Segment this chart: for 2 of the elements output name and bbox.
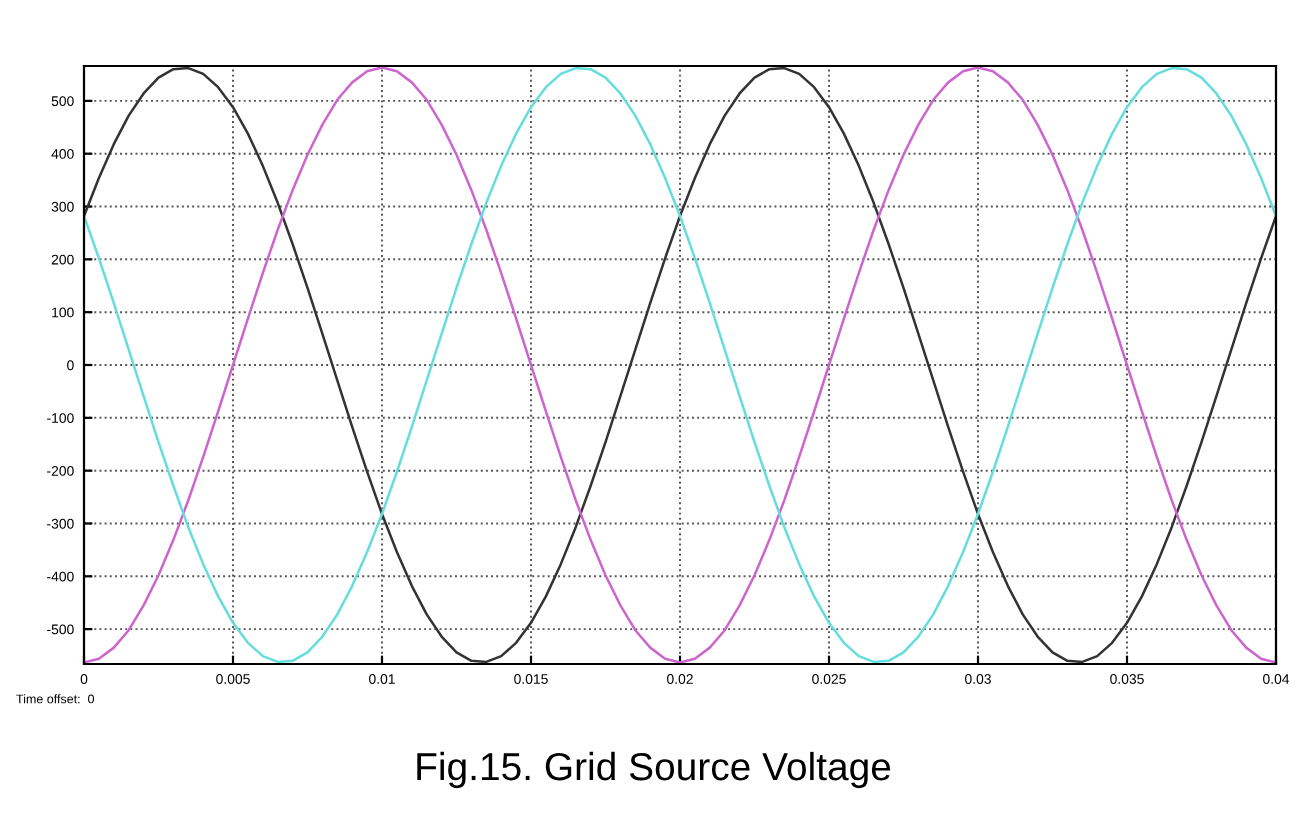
text: Fig.15. Grid Source Voltage: [417, 751, 891, 789]
line-series: [84, 66, 1276, 664]
